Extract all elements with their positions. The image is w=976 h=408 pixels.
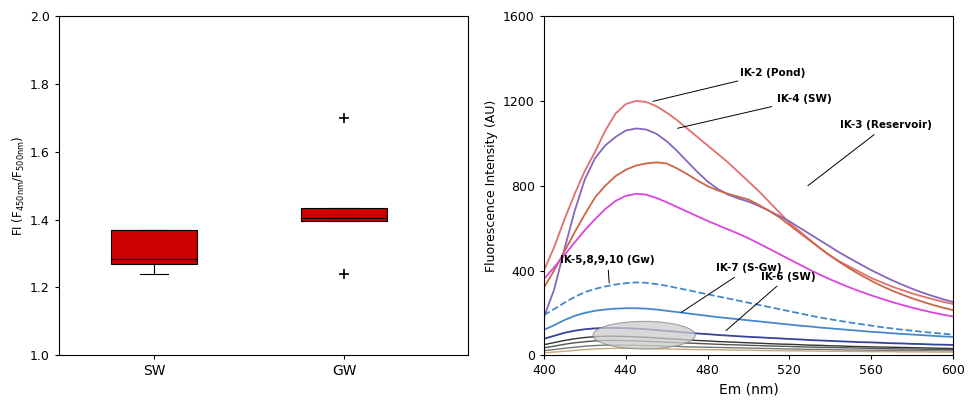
- Bar: [302, 208, 387, 221]
- Text: IK-3 (Reservoir): IK-3 (Reservoir): [808, 120, 932, 186]
- Text: IK-2 (Pond): IK-2 (Pond): [653, 68, 805, 101]
- Text: IK-5,8,9,10 (Gw): IK-5,8,9,10 (Gw): [560, 255, 655, 283]
- Text: IK-7 (S-Gw): IK-7 (S-Gw): [681, 263, 782, 313]
- Bar: [111, 230, 197, 264]
- Text: IK-4 (SW): IK-4 (SW): [677, 94, 832, 128]
- Y-axis label: Fluorescence Intensity (AU): Fluorescence Intensity (AU): [485, 100, 498, 272]
- Ellipse shape: [593, 322, 695, 349]
- X-axis label: Em (nm): Em (nm): [718, 383, 778, 397]
- Y-axis label: FI ($\mathregular{F_{450nm}/F_{500nm}}$): FI ($\mathregular{F_{450nm}/F_{500nm}}$): [11, 135, 27, 236]
- Text: IK-6 (SW): IK-6 (SW): [726, 272, 815, 330]
